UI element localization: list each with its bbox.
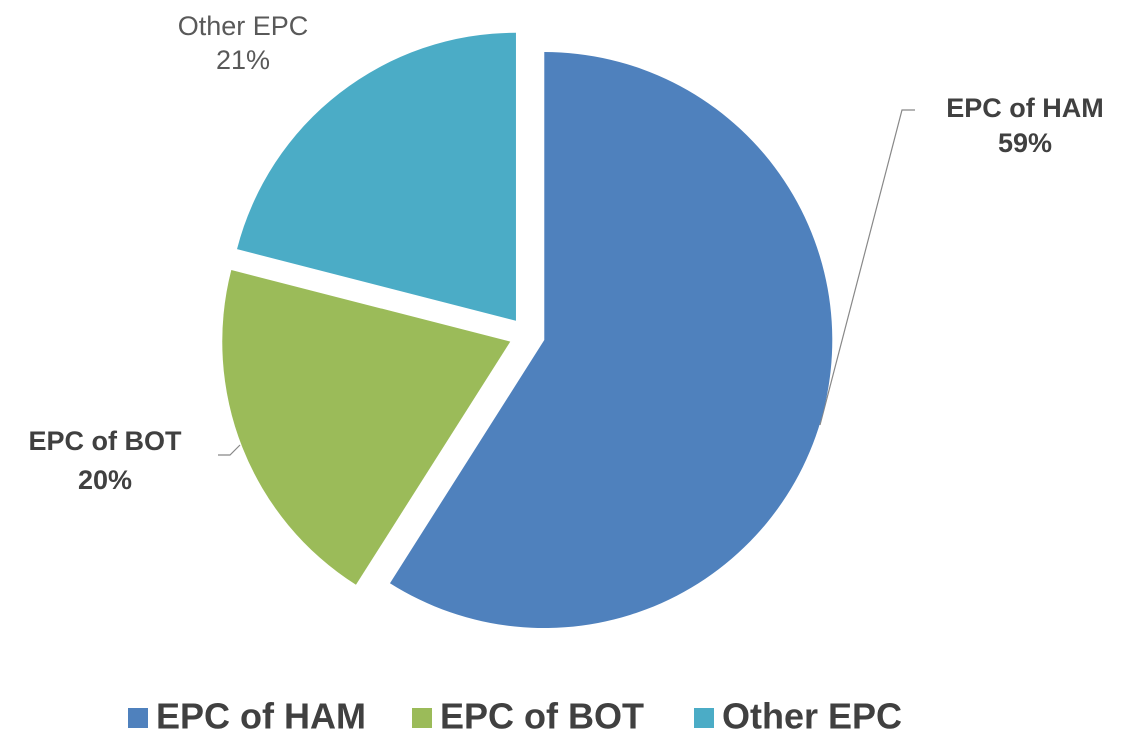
legend-label: Other EPC: [722, 696, 902, 737]
slice-label-value: 20%: [78, 465, 132, 495]
pie-slice: [222, 270, 511, 585]
legend-label: EPC of HAM: [156, 696, 366, 737]
legend-swatch: [128, 708, 148, 728]
slice-label-value: 21%: [216, 45, 270, 75]
legend-label: EPC of BOT: [440, 696, 644, 737]
slice-label-value: 59%: [998, 128, 1052, 158]
pie-slice: [389, 52, 833, 629]
leader-line: [819, 109, 915, 426]
legend-swatch: [694, 708, 714, 728]
legend-swatch: [412, 708, 432, 728]
leader-line: [218, 444, 241, 456]
slice-label-name: Other EPC: [178, 11, 309, 41]
pie-slice: [237, 32, 516, 321]
slice-label-name: EPC of BOT: [29, 426, 183, 456]
slice-label-name: EPC of HAM: [946, 93, 1104, 123]
